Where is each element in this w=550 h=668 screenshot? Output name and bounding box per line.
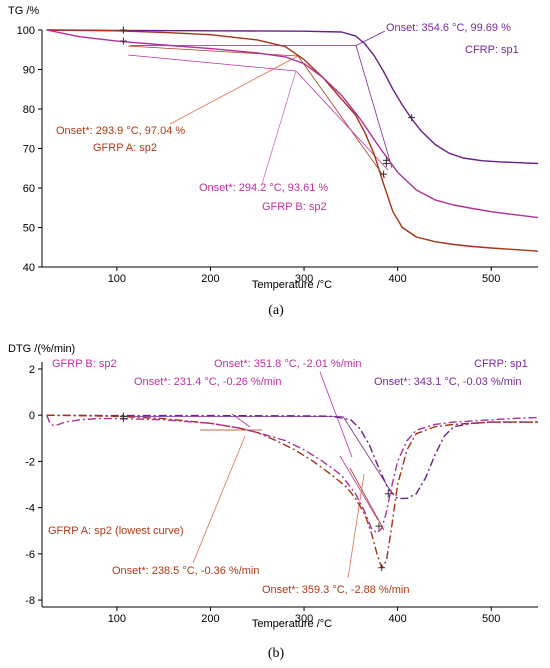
dtg-xlabel: Temperature /°C bbox=[252, 618, 332, 630]
tg-ylabel: TG /% bbox=[8, 5, 39, 17]
dtg-series-marker bbox=[119, 415, 127, 423]
dtg-series-1 bbox=[46, 414, 538, 569]
dtg-gfrpa-leader bbox=[192, 435, 246, 564]
dtg-annotation-lines bbox=[125, 371, 391, 579]
dtg-cfrp-tangent bbox=[342, 416, 391, 491]
tg-series bbox=[46, 29, 539, 252]
dtg-cfrp-onset-label: Onset*: 343.1 °C, -0.03 %/min bbox=[374, 376, 521, 388]
tg-x-tick-label: 300 bbox=[295, 273, 313, 285]
dtg-gfrpb-onset-label-1: Onset*: 351.8 °C, -2.01 %/min bbox=[214, 358, 361, 370]
tg-cfrp-tangent bbox=[355, 45, 393, 169]
tg-y-tick-label: 80 bbox=[23, 104, 35, 116]
tg-gfrpa-series-label: GFRP A: sp2 bbox=[93, 142, 157, 154]
dtg-y-tick-label: -2 bbox=[25, 456, 35, 468]
dtg-series-marker bbox=[375, 522, 383, 530]
dtg-series-0 bbox=[46, 414, 538, 500]
tg-cfrp-leader bbox=[355, 30, 386, 46]
dtg-ticks: 100 200 300 400 500 -8 -6 -4 -2 0 2 bbox=[25, 364, 500, 625]
dtg-gfrpb-series-label: GFRP B: sp2 bbox=[52, 358, 117, 370]
tg-x-tick-label: 100 bbox=[108, 273, 126, 285]
dtg-series bbox=[46, 414, 539, 569]
dtg-gfrpb-tangent bbox=[339, 455, 379, 521]
tg-y-tick-label: 90 bbox=[23, 65, 35, 77]
tg-series-0 bbox=[46, 29, 539, 165]
dtg-gfrpa-series-label: GFRP A: sp2 (lowest curve) bbox=[48, 525, 184, 537]
dtg-gfrpa-tangent bbox=[349, 467, 385, 531]
tg-ticks: 100 200 300 400 500 40 50 60 70 80 90 100 bbox=[17, 25, 501, 285]
tg-x-tick-label: 200 bbox=[201, 273, 219, 285]
tg-gfrpb-baseline bbox=[127, 54, 297, 72]
dtg-gfrpa-leader2 bbox=[347, 473, 365, 579]
dtg-chart-panel: DTG /(%/min) 100 200 300 400 500 -8 -6 -4 -2 0 2 G… bbox=[8, 343, 539, 661]
tg-x-tick-label: 400 bbox=[388, 273, 406, 285]
dtg-y-tick-label: 2 bbox=[29, 364, 35, 376]
tg-chart-panel: TG /% 100 200 300 400 500 40 50 60 70 80 90 100 Ons… bbox=[8, 5, 539, 318]
tg-series-marker bbox=[382, 160, 390, 168]
tg-y-tick-label: 70 bbox=[23, 144, 35, 156]
dtg-series-marker bbox=[378, 564, 386, 572]
tg-xlabel: Temperature /°C bbox=[252, 279, 332, 291]
tg-annotation-lines bbox=[127, 30, 393, 185]
dtg-gfrpa-onset-label-1: Onset*: 238.5 °C, -0.36 %/min bbox=[112, 565, 259, 577]
dtg-x-tick-label: 100 bbox=[108, 613, 126, 625]
dtg-gfrpb-leader2 bbox=[319, 371, 353, 458]
panel-label-b: (b) bbox=[268, 646, 285, 661]
tg-series-marker bbox=[119, 37, 127, 45]
dtg-x-tick-label: 400 bbox=[388, 613, 406, 625]
tg-gfrpb-onset-label: Onset*: 294.2 °C, 93.61 % bbox=[199, 182, 328, 194]
dtg-gfrpa-onset-label-2: Onset*: 359.3 °C, -2.88 %/min bbox=[262, 584, 409, 596]
tg-series-marker bbox=[119, 26, 127, 34]
dtg-y-tick-label: 0 bbox=[29, 410, 35, 422]
dtg-gfrpb-onset-label-2: Onset*: 231.4 °C, -0.26 %/min bbox=[134, 376, 281, 388]
dtg-x-tick-label: 500 bbox=[482, 613, 500, 625]
panel-label-a: (a) bbox=[268, 303, 284, 318]
tg-gfrpa-onset-label: Onset*: 293.9 °C, 97.04 % bbox=[56, 125, 185, 137]
tg-gfrpb-tangent bbox=[295, 70, 389, 171]
tg-y-tick-label: 100 bbox=[17, 25, 35, 37]
dtg-x-tick-label: 200 bbox=[201, 613, 219, 625]
dtg-series-marker bbox=[384, 490, 392, 498]
tg-series-marker bbox=[380, 170, 388, 178]
tg-gfrpa-leader bbox=[169, 55, 299, 125]
tg-y-tick-label: 50 bbox=[23, 223, 35, 235]
tg-markers bbox=[119, 26, 416, 178]
dtg-ylabel: DTG /(%/min) bbox=[8, 343, 75, 355]
dtg-axes bbox=[41, 362, 538, 608]
tg-series-2 bbox=[46, 29, 539, 219]
tg-cfrp-onset-label: Onset: 354.6 °C, 99.69 % bbox=[386, 22, 511, 34]
tg-cfrp-series-label: CFRP: sp1 bbox=[465, 44, 519, 56]
tg-y-tick-label: 60 bbox=[23, 183, 35, 195]
dtg-markers bbox=[119, 412, 392, 572]
dtg-y-tick-label: -4 bbox=[25, 503, 35, 515]
tg-y-tick-label: 40 bbox=[23, 262, 35, 274]
dtg-y-tick-label: -6 bbox=[25, 549, 35, 561]
tg-series-1 bbox=[46, 29, 539, 252]
tg-gfrpa-tangent bbox=[297, 55, 386, 179]
tg-gfrpb-leader bbox=[261, 70, 297, 185]
tg-series-marker bbox=[408, 114, 416, 122]
dtg-cfrp-series-label: CFRP: sp1 bbox=[474, 358, 528, 370]
dtg-x-tick-label: 300 bbox=[295, 613, 313, 625]
dtg-series-2 bbox=[46, 414, 539, 534]
tg-x-tick-label: 500 bbox=[482, 273, 500, 285]
dtg-y-tick-label: -8 bbox=[25, 595, 35, 607]
tg-gfrpb-series-label: GFRP B: sp2 bbox=[262, 201, 327, 213]
